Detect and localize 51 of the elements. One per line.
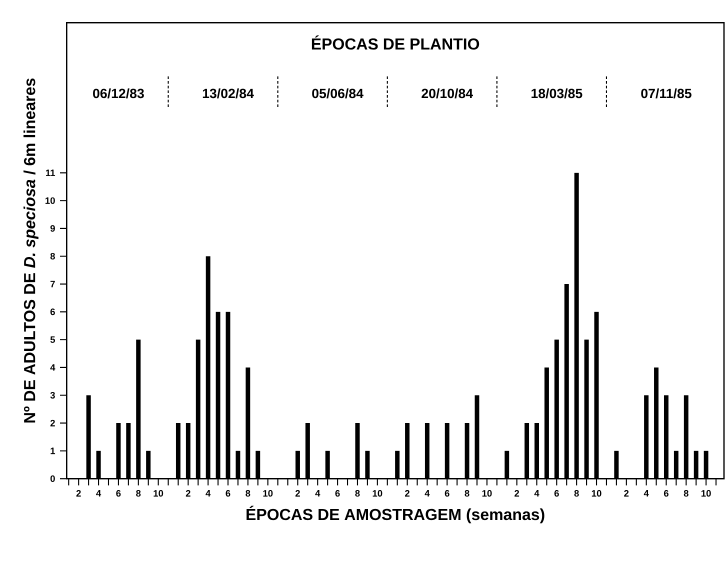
x-axis-title: ÉPOCAS DE AMOSTRAGEM (semanas)	[246, 506, 544, 524]
y-tick-label: 1	[50, 448, 56, 454]
x-tick-label: 4	[644, 490, 649, 496]
x-tick-label: 2	[76, 490, 81, 497]
x-tick-label: 10	[592, 490, 602, 497]
x-tick-label: 8	[246, 490, 250, 497]
annotation: 18/03/85	[532, 88, 582, 98]
x-tick-label: 8	[684, 490, 688, 497]
x-tick-label: 4	[534, 490, 540, 496]
x-tick-label: 6	[116, 490, 121, 497]
x-tick-label: 4	[315, 490, 320, 496]
annotation: 20/10/84	[422, 88, 473, 98]
annotation: 07/11/85	[641, 88, 692, 98]
y-tick-label: 3	[50, 392, 55, 399]
x-tick-label: 2	[624, 490, 629, 497]
x-tick-label: 8	[464, 490, 470, 497]
x-tick-label: 6	[664, 490, 668, 497]
text: ÉPOCAS DE PLANTIO	[312, 35, 480, 50]
y-tick-label: 4	[50, 364, 56, 371]
x-tick-label: 10	[263, 490, 273, 497]
x-tick-label: 2	[514, 490, 520, 497]
x-tick-label: 2	[295, 490, 300, 497]
x-tick-label: 4	[96, 490, 102, 496]
x-tick-label: 4	[206, 490, 211, 496]
y-tick-label: 9	[50, 225, 55, 232]
x-tick-label: 6	[335, 490, 340, 497]
x-tick-label: 8	[355, 490, 360, 497]
x-tick-label: 2	[186, 490, 190, 497]
x-tick-label: 6	[554, 490, 559, 497]
annotation: 05/06/84	[312, 88, 364, 98]
x-tick-label: 8	[574, 490, 579, 497]
x-tick-label: 2	[405, 490, 410, 497]
annotation: 06/12/83	[93, 88, 144, 98]
y-tick-label: 8	[50, 252, 55, 260]
y-tick-label: 2	[50, 420, 55, 426]
x-tick-label: 6	[444, 490, 450, 497]
x-tick-label: 10	[701, 490, 711, 497]
x-tick-label: 8	[136, 490, 141, 497]
x-tick-label: 10	[372, 490, 382, 497]
y-tick-label: 7	[50, 280, 55, 288]
x-tick-label: 6	[226, 490, 230, 497]
y-axis-title: Nº DE ADULTOS DE D. speciosa / 6m lineares	[24, 78, 38, 423]
x-tick-label: 4	[424, 490, 430, 496]
y-tick-label: 0	[50, 475, 55, 482]
annotation: 13/02/84	[202, 88, 254, 98]
x-tick-label: 10	[154, 490, 164, 497]
y-tick-label: 10	[45, 197, 55, 204]
y-tick-label: 11	[46, 170, 56, 176]
y-tick-label: 6	[50, 308, 55, 316]
x-tick-label: 10	[482, 490, 492, 497]
y-tick-label: 5	[50, 336, 56, 343]
